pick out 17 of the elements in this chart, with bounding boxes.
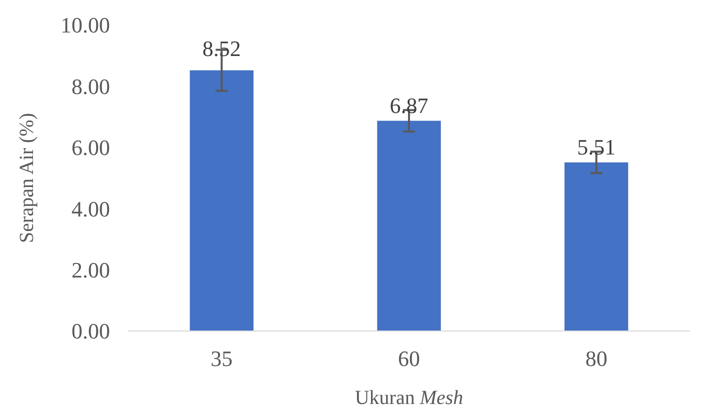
y-tick-label: 2.00 [72, 258, 110, 282]
x-tick-label: 80 [585, 346, 608, 371]
y-axis-title: Serapan Air (%) [16, 113, 38, 243]
y-tick-label: 4.00 [72, 196, 110, 222]
x-tick-label: 35 [210, 346, 233, 371]
bar [377, 120, 441, 331]
y-tick-label: 8.00 [72, 74, 110, 99]
bar [564, 162, 628, 331]
y-tick-label: 6.00 [72, 135, 110, 160]
x-axis-title: Ukuran Mesh [354, 387, 464, 409]
y-tick-label: 0.00 [72, 318, 110, 344]
bar [190, 70, 254, 331]
data-label: 6.87 [390, 92, 428, 118]
x-tick-label: 60 [398, 346, 420, 371]
data-label: 5.51 [577, 134, 616, 160]
data-label: 8.52 [202, 36, 241, 61]
y-tick-label: 10.00 [60, 12, 110, 38]
